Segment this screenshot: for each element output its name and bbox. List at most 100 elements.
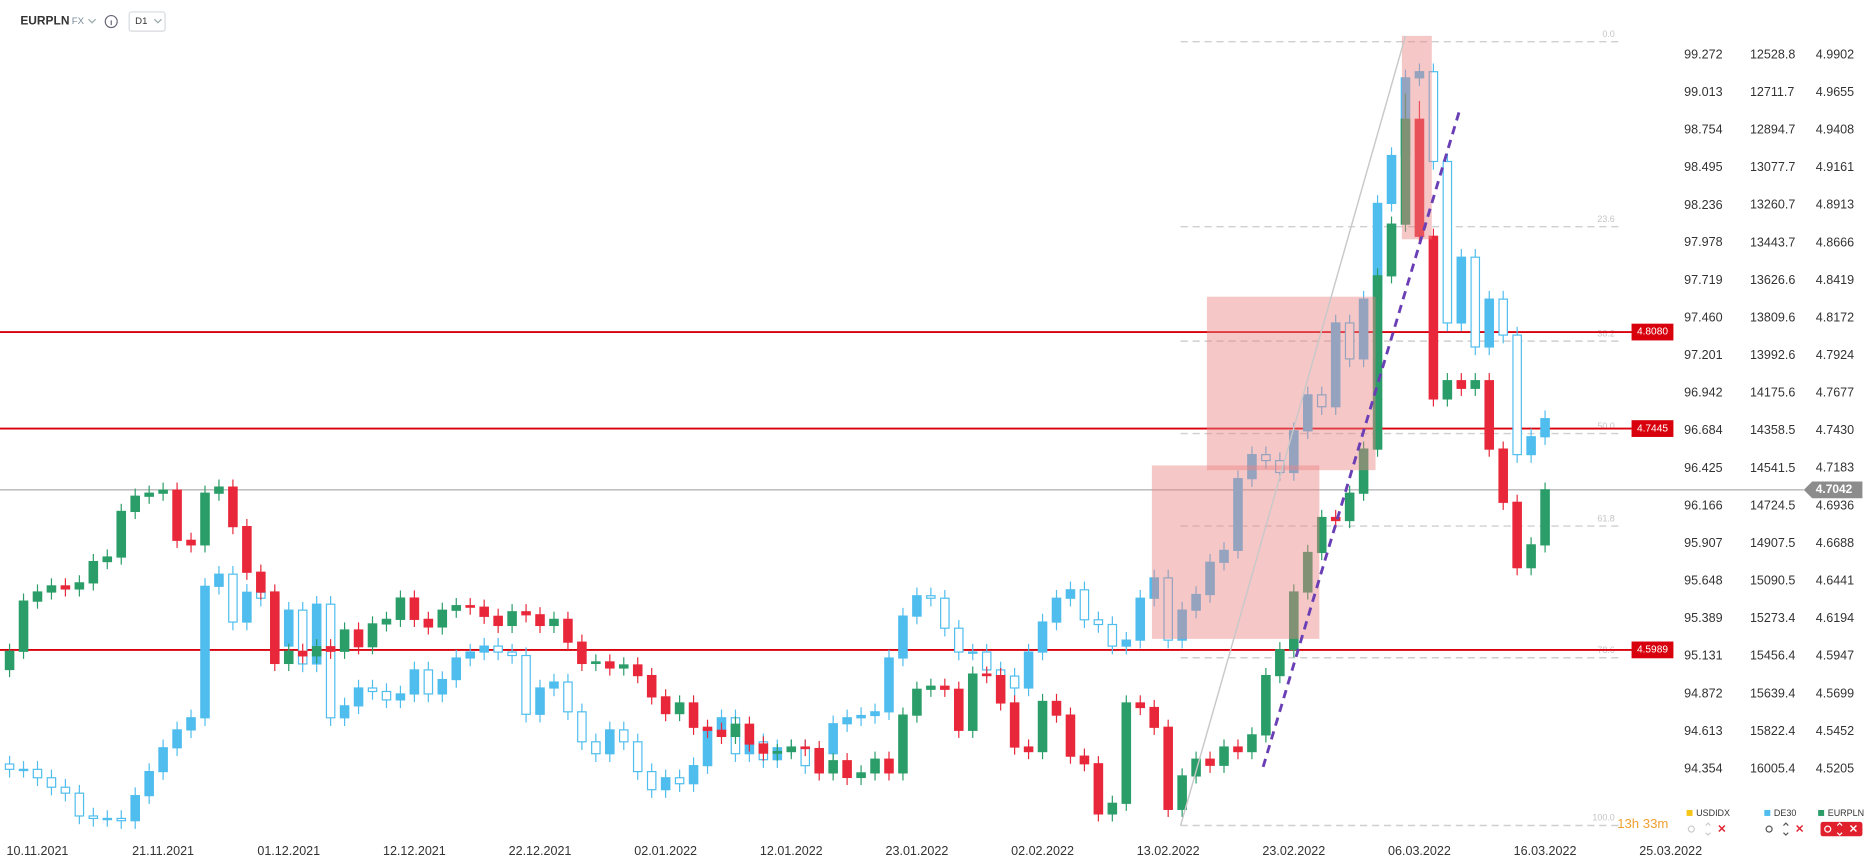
candle-body bbox=[1372, 275, 1383, 450]
candle-body bbox=[1247, 454, 1257, 480]
candle-body bbox=[814, 747, 824, 774]
candle-body bbox=[1233, 746, 1243, 753]
candle-body bbox=[4, 650, 15, 671]
candle-body bbox=[158, 489, 168, 494]
candle-body bbox=[926, 685, 936, 690]
candle-body bbox=[144, 492, 154, 497]
candle-body bbox=[1121, 639, 1132, 647]
x-tick-label: 22.12.2021 bbox=[509, 844, 572, 858]
last-price-label: 4.7042 bbox=[1816, 482, 1853, 496]
candle-body bbox=[1009, 675, 1020, 689]
x-tick-label: 13.02.2022 bbox=[1137, 844, 1200, 858]
pattern-zone bbox=[1206, 296, 1376, 471]
candle-body bbox=[465, 605, 476, 608]
market-dropdown-icon[interactable] bbox=[88, 18, 97, 24]
candle-timer: 13h 33m bbox=[1617, 816, 1668, 831]
candle-body bbox=[1456, 256, 1467, 324]
y-tick-label: 4.7677 bbox=[1816, 386, 1854, 400]
candle-body bbox=[325, 603, 336, 719]
candle-body bbox=[437, 678, 448, 695]
x-tick-label: 25.03.2022 bbox=[1639, 844, 1702, 858]
candle-body bbox=[981, 673, 992, 677]
candle-body bbox=[1009, 702, 1020, 748]
candle-body bbox=[1498, 298, 1508, 336]
candle-body bbox=[674, 777, 685, 785]
market[interactable]: FX bbox=[72, 16, 85, 27]
last-price-label-box bbox=[1803, 481, 1863, 499]
candle-body bbox=[535, 687, 545, 715]
order-toggle[interactable] bbox=[1705, 822, 1711, 836]
y3-tick-label: 95.131 bbox=[1684, 649, 1722, 663]
candle-body bbox=[172, 729, 182, 749]
candle-body bbox=[1037, 621, 1048, 653]
candle-body bbox=[200, 492, 210, 546]
remove-series[interactable] bbox=[1718, 825, 1726, 833]
candle-body bbox=[1037, 700, 1048, 753]
y-tick-label: 4.9408 bbox=[1816, 122, 1854, 136]
candle-body bbox=[744, 723, 755, 745]
candle-body bbox=[605, 661, 615, 669]
y2-tick-label: 14175.6 bbox=[1750, 386, 1795, 400]
candle-body bbox=[1233, 478, 1243, 551]
candle-body bbox=[1177, 609, 1187, 641]
candle-body bbox=[1107, 623, 1118, 647]
candle-body bbox=[926, 595, 936, 599]
candle-body bbox=[772, 750, 783, 754]
candle-body bbox=[828, 760, 838, 774]
candle-body bbox=[1316, 394, 1327, 408]
header: EURPLN FX D1 bbox=[20, 11, 166, 32]
candle-body bbox=[688, 702, 699, 728]
y-tick-label: 4.8666 bbox=[1816, 235, 1854, 249]
candle-body bbox=[1442, 160, 1453, 324]
candle-body bbox=[563, 681, 573, 713]
visibility-toggle[interactable] bbox=[1765, 825, 1773, 833]
legend-marker bbox=[1818, 809, 1825, 816]
candle-body bbox=[577, 641, 587, 665]
info-icon[interactable] bbox=[104, 14, 118, 29]
candle-body bbox=[549, 618, 559, 627]
visibility-toggle[interactable] bbox=[1824, 825, 1832, 833]
y2-tick-label: 12711.7 bbox=[1750, 85, 1794, 99]
candle-body bbox=[1079, 755, 1090, 765]
interval-select[interactable] bbox=[128, 11, 166, 32]
y2-tick-label: 13077.7 bbox=[1750, 160, 1795, 174]
candle-body bbox=[1093, 619, 1104, 626]
candle-body bbox=[1051, 700, 1062, 716]
y-tick-label: 4.9161 bbox=[1816, 160, 1854, 174]
candle-body bbox=[1177, 775, 1187, 810]
candle-body bbox=[465, 651, 476, 659]
candle-body bbox=[1428, 71, 1439, 163]
order-toggle[interactable] bbox=[1836, 822, 1843, 836]
candle-body bbox=[660, 777, 671, 791]
y-tick-label: 4.6936 bbox=[1816, 498, 1854, 512]
remove-series[interactable] bbox=[1796, 825, 1804, 833]
candle-body bbox=[1470, 256, 1481, 348]
candle-body bbox=[1219, 746, 1229, 766]
series-1 bbox=[4, 63, 1550, 829]
candle-body bbox=[1358, 298, 1369, 360]
y3-tick-label: 98.495 bbox=[1684, 160, 1722, 174]
candle-body bbox=[632, 664, 643, 677]
y2-tick-label: 13260.7 bbox=[1750, 198, 1795, 212]
horizontal-line-label: 4.7445 bbox=[1637, 423, 1668, 434]
horizontal-line-label-box bbox=[1631, 420, 1674, 437]
candle-body bbox=[1191, 593, 1201, 611]
candle-body bbox=[549, 681, 559, 689]
visibility-toggle[interactable] bbox=[1687, 825, 1695, 833]
trend-line bbox=[1179, 35, 1407, 826]
candle-body bbox=[954, 627, 964, 653]
candle-body bbox=[353, 687, 364, 707]
x-tick-label: 06.03.2022 bbox=[1388, 844, 1451, 858]
y3-tick-label: 96.942 bbox=[1684, 386, 1722, 400]
candle-body bbox=[1330, 322, 1341, 408]
remove-series[interactable] bbox=[1849, 825, 1857, 833]
candle-body bbox=[507, 611, 517, 627]
candle-body bbox=[493, 615, 503, 627]
y3-tick-label: 98.754 bbox=[1684, 123, 1722, 137]
y2-tick-label: 15456.4 bbox=[1750, 649, 1795, 663]
legend-controls-box[interactable] bbox=[1820, 821, 1863, 837]
y2-tick-label: 13992.6 bbox=[1750, 348, 1795, 362]
order-toggle[interactable] bbox=[1783, 822, 1789, 836]
candle-body bbox=[46, 585, 57, 593]
symbol: EURPLN bbox=[20, 14, 69, 28]
